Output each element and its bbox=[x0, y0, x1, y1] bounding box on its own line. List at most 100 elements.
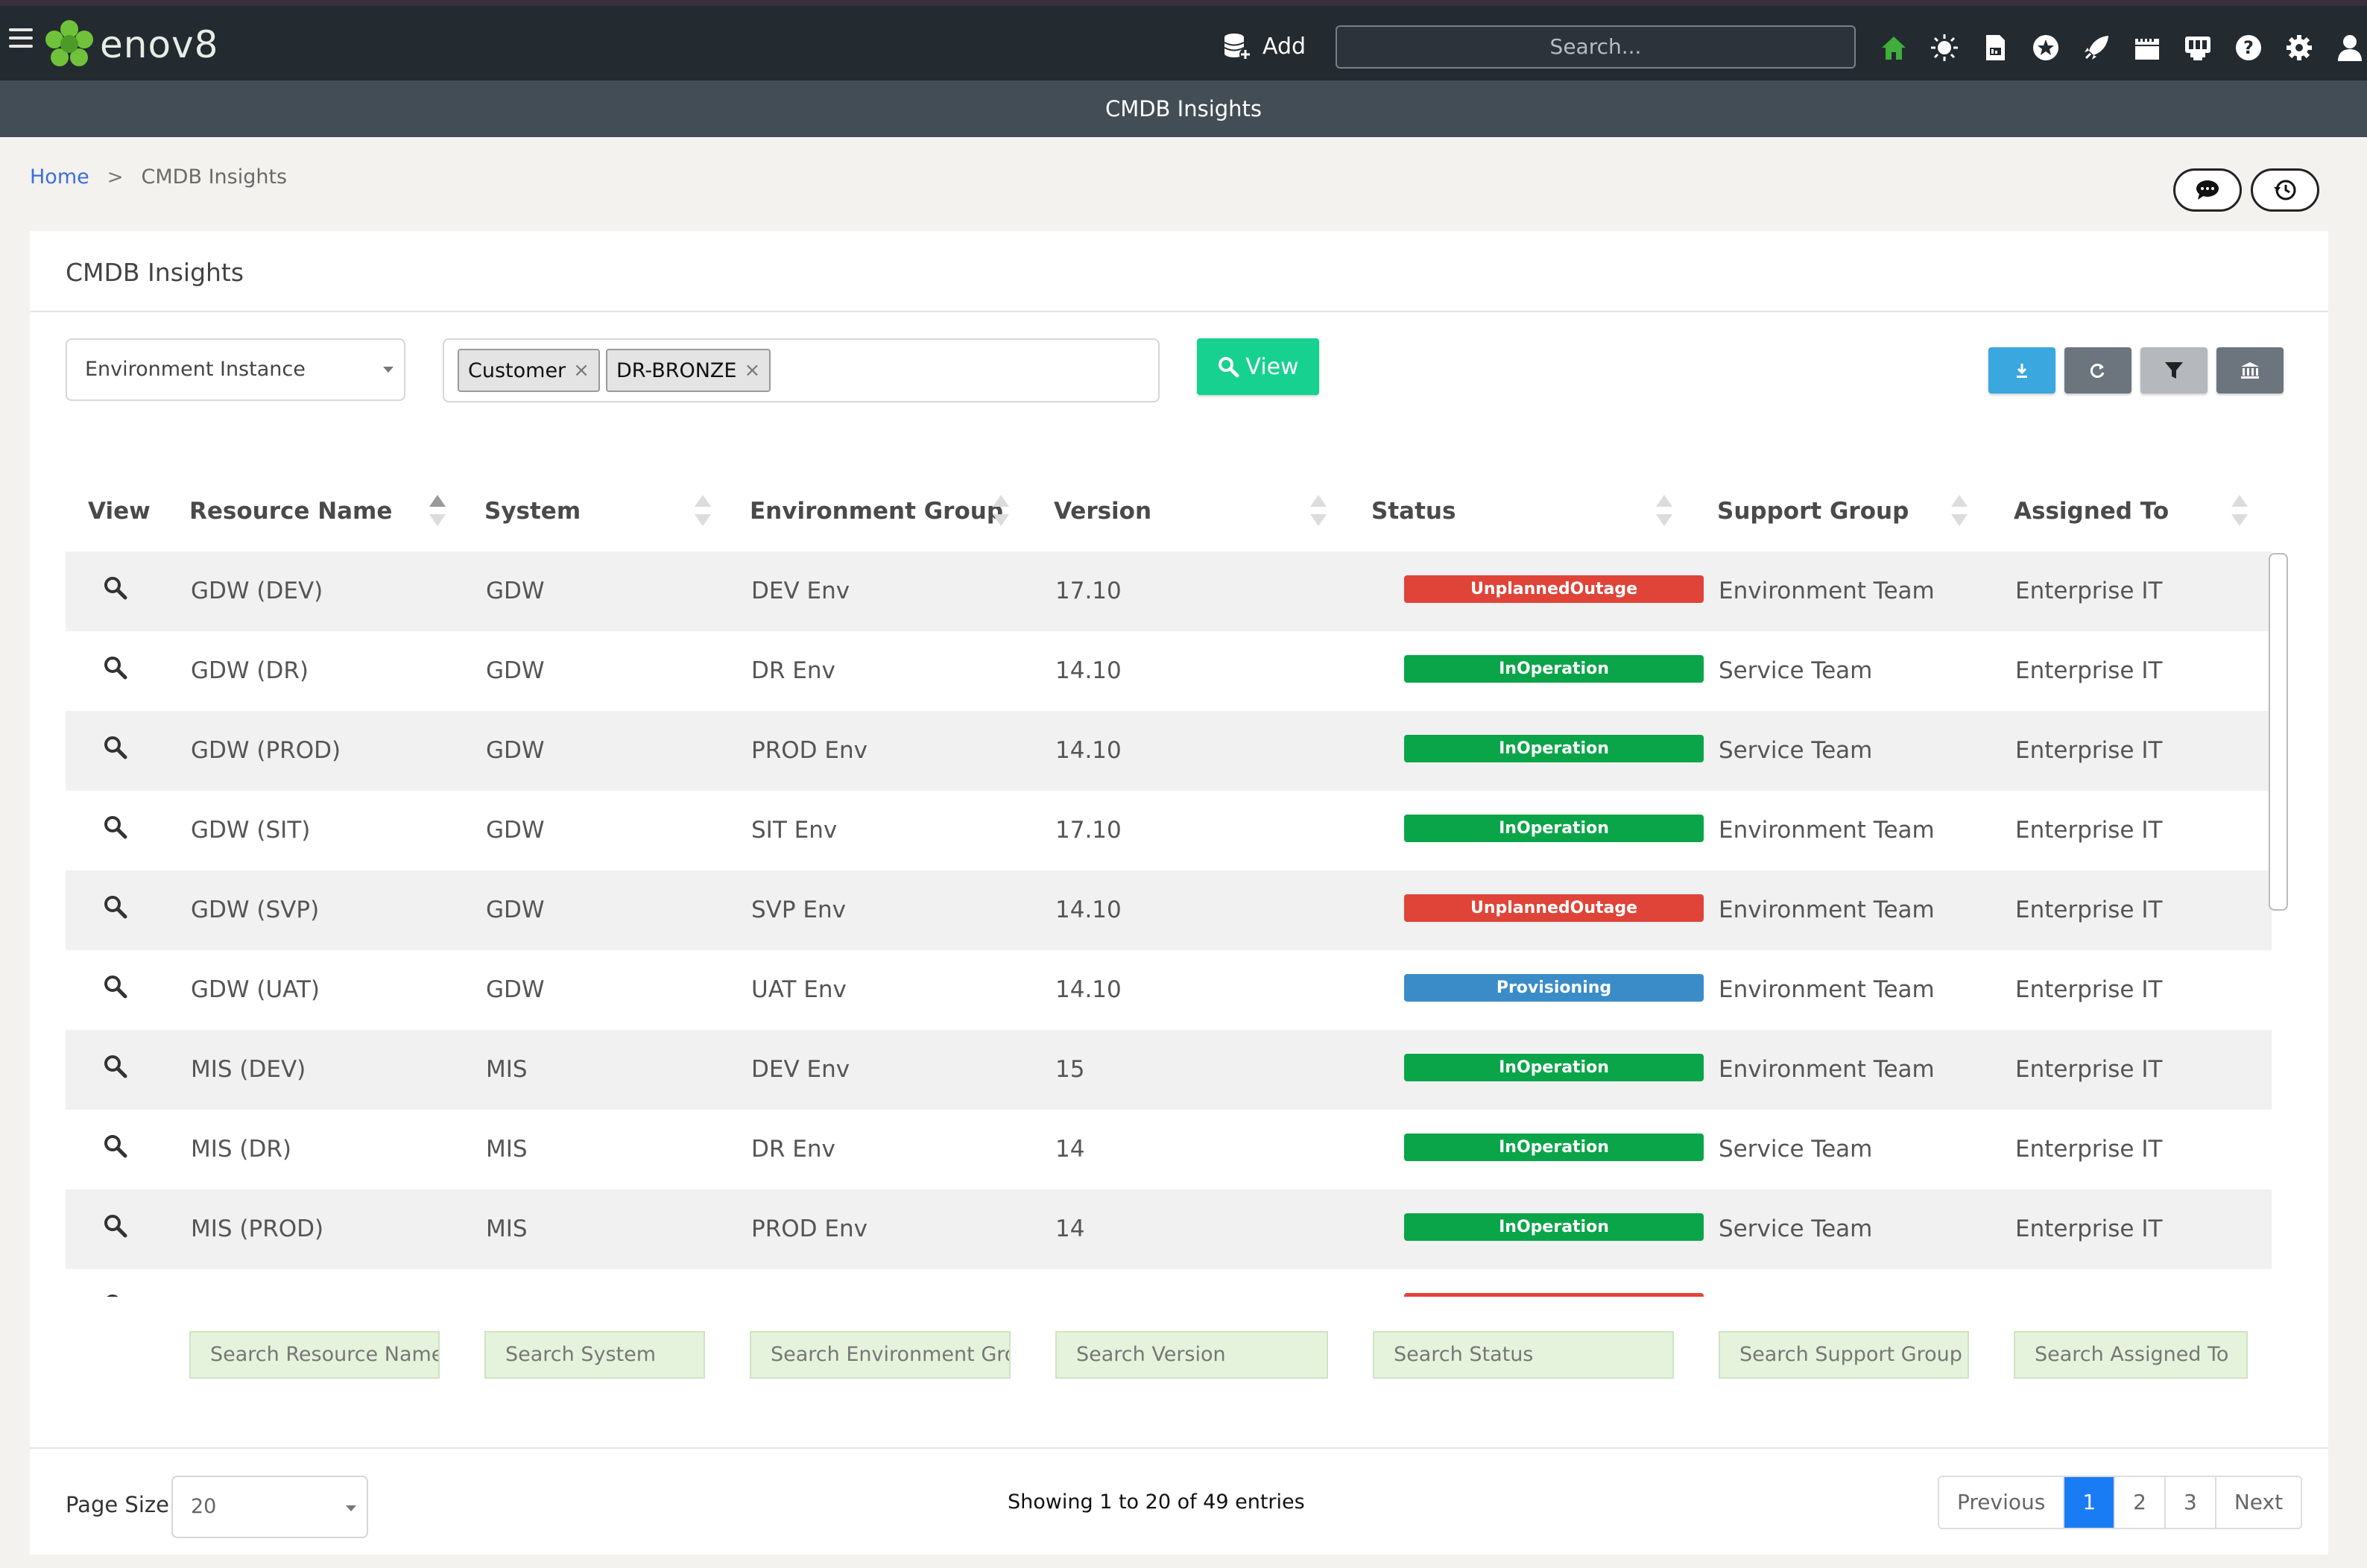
table-row[interactable]: GDW (SVP) GDW SVP Env 14.10 Environment Team… bbox=[66, 870, 2272, 950]
view-button[interactable]: View bbox=[1197, 338, 1319, 395]
row-system: MIS bbox=[486, 1269, 528, 1297]
bank-button[interactable] bbox=[2216, 347, 2284, 393]
rocket-icon[interactable] bbox=[2081, 32, 2112, 63]
row-resource-name: MIS (DEV) bbox=[191, 1056, 306, 1083]
sort-icon[interactable] bbox=[993, 495, 1009, 529]
download-button[interactable] bbox=[1988, 347, 2055, 393]
user-icon[interactable] bbox=[2334, 32, 2366, 63]
table-row[interactable]: GDW (PROD) GDW PROD Env 14.10 Service Team En… bbox=[66, 711, 2272, 791]
column-assigned-to[interactable]: Assigned To bbox=[2014, 498, 2170, 525]
sort-icon[interactable] bbox=[1656, 495, 1672, 529]
table-row[interactable]: GDW (DR) GDW DR Env 14.10 Service Team Enterp… bbox=[66, 631, 2272, 711]
magnifier-icon[interactable] bbox=[103, 1134, 128, 1159]
magnifier-icon[interactable] bbox=[103, 815, 128, 840]
row-support-group: Environment Team bbox=[1719, 1269, 1935, 1297]
table-row[interactable]: GDW (SIT) GDW SIT Env 17.10 Environment Team… bbox=[66, 791, 2272, 870]
next-page-button[interactable]: Next bbox=[2216, 1477, 2301, 1528]
sort-icon[interactable] bbox=[2231, 495, 2248, 529]
row-support-group: Service Team bbox=[1719, 1136, 1873, 1163]
magnifier-icon[interactable] bbox=[103, 1213, 128, 1239]
brand-logo[interactable]: enov8 bbox=[43, 16, 218, 73]
tag-remove-icon[interactable]: × bbox=[573, 359, 590, 382]
settings-icon[interactable] bbox=[2284, 32, 2315, 63]
search-system-input[interactable]: Search System bbox=[484, 1331, 705, 1379]
tag-remove-icon[interactable]: × bbox=[744, 359, 761, 382]
history-button[interactable] bbox=[2251, 168, 2319, 212]
magnifier-icon[interactable] bbox=[103, 974, 128, 999]
column-status[interactable]: Status bbox=[1371, 498, 1456, 525]
sort-icon[interactable] bbox=[1310, 495, 1327, 529]
magnifier-icon[interactable] bbox=[103, 1293, 128, 1297]
status-badge: InOperation bbox=[1404, 815, 1704, 842]
star-icon[interactable] bbox=[2030, 32, 2061, 63]
row-environment-group: DR Env bbox=[751, 657, 835, 684]
table-scrollbar[interactable] bbox=[2269, 551, 2292, 911]
dashboard-icon[interactable] bbox=[2182, 32, 2213, 63]
breadcrumb-separator: > bbox=[107, 165, 124, 189]
row-system: MIS bbox=[486, 1056, 528, 1083]
column-version[interactable]: Version bbox=[1054, 498, 1152, 525]
search-assigned-to-input[interactable]: Search Assigned To bbox=[2014, 1331, 2248, 1379]
search-resource-name-input[interactable]: Search Resource Name bbox=[189, 1331, 440, 1379]
search-environment-group-input[interactable]: Search Environment Group bbox=[750, 1331, 1011, 1379]
table-body: GDW (DEV) GDW DEV Env 17.10 Environment Team… bbox=[66, 551, 2272, 1297]
column-environment-group[interactable]: Environment Group bbox=[750, 498, 1004, 525]
search-status-input[interactable]: Search Status bbox=[1373, 1331, 1674, 1379]
help-icon[interactable]: ? bbox=[2233, 32, 2264, 63]
table-header: View Resource Name System Environment Gr… bbox=[66, 484, 2272, 538]
magnifier-icon[interactable] bbox=[103, 735, 128, 760]
row-support-group: Environment Team bbox=[1719, 976, 1935, 1003]
row-system: GDW bbox=[486, 737, 545, 764]
search-support-group-input[interactable]: Search Support Group bbox=[1719, 1331, 1969, 1379]
row-environment-group: DR Env bbox=[751, 1136, 835, 1163]
calendar-icon[interactable] bbox=[2131, 32, 2163, 63]
row-support-group: Environment Team bbox=[1719, 897, 1935, 923]
magnifier-icon[interactable] bbox=[103, 1054, 128, 1079]
table-row[interactable]: GDW (UAT) GDW UAT Env 14.10 Environment Team… bbox=[66, 950, 2272, 1030]
sun-icon[interactable] bbox=[1929, 32, 1960, 63]
previous-page-button[interactable]: Previous bbox=[1939, 1477, 2065, 1528]
tag-label: DR-BRONZE bbox=[616, 358, 737, 382]
brand-name: enov8 bbox=[100, 23, 219, 66]
row-resource-name: GDW (DEV) bbox=[191, 578, 323, 604]
table-row[interactable]: MIS (DEV) MIS DEV Env 15 Environment Team Ent… bbox=[66, 1030, 2272, 1110]
magnifier-icon[interactable] bbox=[103, 894, 128, 920]
environment-instance-select[interactable]: Environment Instance bbox=[66, 338, 405, 401]
table-row[interactable]: MIS (DR) MIS DR Env 14 Service Team Enterpris… bbox=[66, 1110, 2272, 1189]
row-assigned-to: Enterprise IT bbox=[2015, 737, 2163, 764]
table-row[interactable]: MIS (PROD) MIS PROD Env 14 Service Team Enter… bbox=[66, 1189, 2272, 1269]
magnifier-icon[interactable] bbox=[103, 655, 128, 680]
add-button[interactable]: Add bbox=[1222, 25, 1306, 67]
sort-icon[interactable] bbox=[1951, 495, 1968, 529]
table-row[interactable]: MIS (SIT) MIS SIT Env 15 Environment Team Ent… bbox=[66, 1269, 2272, 1297]
comments-button[interactable] bbox=[2173, 168, 2242, 212]
column-support-group[interactable]: Support Group bbox=[1717, 498, 1909, 525]
global-search-input[interactable]: Search... bbox=[1336, 25, 1856, 69]
refresh-button[interactable] bbox=[2064, 347, 2131, 393]
scrollbar-thumb[interactable] bbox=[2269, 553, 2288, 911]
page-size-select[interactable]: 20 bbox=[171, 1476, 368, 1538]
magnifier-icon[interactable] bbox=[103, 575, 128, 601]
page-1-button[interactable]: 1 bbox=[2064, 1477, 2116, 1528]
filter-button[interactable] bbox=[2140, 347, 2208, 393]
breadcrumb-home-link[interactable]: Home bbox=[30, 165, 89, 189]
sort-icon[interactable] bbox=[695, 495, 711, 529]
search-version-input[interactable]: Search Version bbox=[1055, 1331, 1328, 1379]
row-system: MIS bbox=[486, 1136, 528, 1163]
row-support-group: Service Team bbox=[1719, 657, 1873, 684]
table-row[interactable]: GDW (DEV) GDW DEV Env 17.10 Environment Team… bbox=[66, 551, 2272, 631]
sort-icon[interactable] bbox=[429, 495, 446, 529]
row-assigned-to: Enterprise IT bbox=[2015, 578, 2163, 604]
row-assigned-to: Enterprise IT bbox=[2015, 1269, 2162, 1297]
column-resource-name[interactable]: Resource Name bbox=[189, 498, 393, 525]
page-3-button[interactable]: 3 bbox=[2166, 1477, 2216, 1528]
row-resource-name: GDW (SVP) bbox=[191, 897, 320, 923]
report-icon[interactable] bbox=[1979, 32, 2011, 63]
menu-icon[interactable] bbox=[9, 28, 33, 49]
top-icon-bar: ? bbox=[1878, 27, 2366, 69]
page-2-button[interactable]: 2 bbox=[2115, 1477, 2166, 1528]
tags-input[interactable]: Customer × DR-BRONZE × bbox=[443, 338, 1160, 402]
row-system: GDW bbox=[486, 657, 545, 684]
column-system[interactable]: System bbox=[484, 498, 581, 525]
home-icon[interactable] bbox=[1878, 32, 1909, 63]
